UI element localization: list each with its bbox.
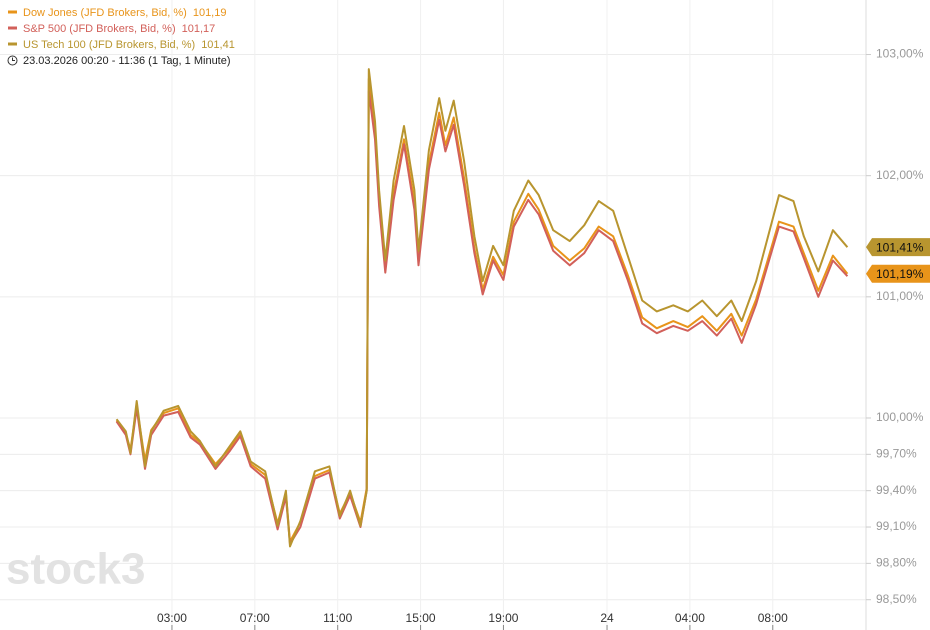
x-tick-label: 11:00 [323, 611, 352, 625]
value-tag-label: 101,19% [876, 267, 924, 281]
value-tag [866, 238, 930, 257]
value-tag-label: 101,41% [876, 240, 924, 254]
legend-label: US Tech 100 (JFD Brokers, Bid, %) 101,41 [23, 39, 235, 51]
legend-label: S&P 500 (JFD Brokers, Bid, %) 101,17 [23, 23, 215, 35]
y-tick-label: 102,00% [876, 168, 924, 182]
y-tick-label: 99,40% [876, 483, 917, 497]
y-tick-label: 103,00% [876, 47, 924, 61]
x-tick-label: 03:00 [157, 611, 187, 625]
x-tick-label: 19:00 [488, 611, 518, 625]
legend-name: US Tech 100 (JFD Brokers, Bid, %) [23, 39, 195, 51]
x-tick-label: 24 [600, 611, 614, 625]
clock-icon [7, 55, 18, 66]
series-line [115, 89, 849, 545]
legend-swatch [8, 10, 17, 14]
legend-swatch [8, 42, 17, 46]
x-tick-label: 08:00 [758, 611, 788, 625]
series-line [115, 77, 849, 543]
legend-name: S&P 500 (JFD Brokers, Bid, %) [23, 23, 176, 35]
legend-label: Dow Jones (JFD Brokers, Bid, %) 101,19 [23, 7, 226, 19]
clock-hand [12, 57, 15, 61]
y-tick-label: 98,50% [876, 592, 917, 606]
y-tick-label: 99,70% [876, 446, 917, 460]
x-tick-label: 07:00 [240, 611, 270, 625]
y-tick-label: 99,10% [876, 519, 917, 533]
x-tick-label: 04:00 [675, 611, 705, 625]
legend-name: Dow Jones (JFD Brokers, Bid, %) [23, 7, 187, 19]
legend-value: 101,19 [193, 7, 227, 19]
subtitle: 23.03.2026 00:20 - 11:36 (1 Tag, 1 Minut… [23, 55, 231, 67]
legend-swatch [8, 26, 17, 30]
series-line [115, 68, 849, 548]
legend-value: 101,41 [201, 39, 235, 51]
watermark: stock3 [6, 545, 145, 594]
y-tick-label: 100,00% [876, 410, 924, 424]
value-tag [866, 264, 930, 283]
y-tick-label: 101,00% [876, 289, 924, 303]
legend-value: 101,17 [182, 23, 216, 35]
y-tick-label: 98,80% [876, 556, 917, 570]
x-tick-label: 15:00 [406, 611, 436, 625]
